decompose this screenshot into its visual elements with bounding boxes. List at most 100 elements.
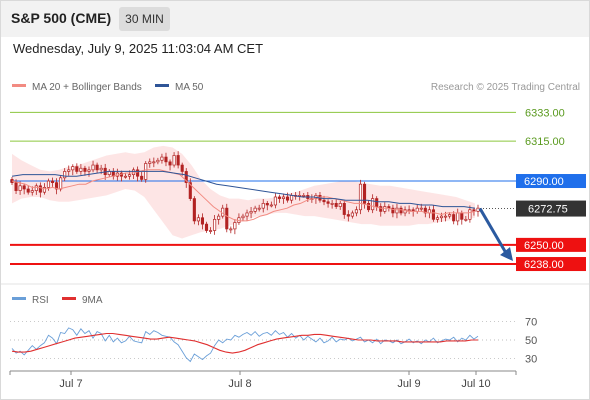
level-label-0: 6333.00 bbox=[525, 107, 565, 119]
candle-body bbox=[367, 203, 371, 211]
candle-body bbox=[67, 169, 71, 172]
ma50-legend-label: MA 50 bbox=[175, 82, 204, 93]
candle-body bbox=[95, 164, 99, 171]
candle-body bbox=[127, 174, 132, 177]
candle-body bbox=[63, 171, 67, 179]
candle-body bbox=[91, 164, 95, 171]
candle-body bbox=[330, 203, 334, 205]
candle-body bbox=[213, 218, 217, 231]
candle-body bbox=[452, 214, 456, 222]
candle-body bbox=[156, 159, 160, 163]
candle-body bbox=[423, 207, 427, 214]
candle-body bbox=[391, 207, 395, 214]
candle-body bbox=[269, 204, 273, 207]
x-tick-label: Jul 10 bbox=[461, 378, 490, 390]
candle-body bbox=[229, 228, 233, 231]
x-tick-label: Jul 7 bbox=[59, 378, 82, 390]
candle-body bbox=[38, 185, 42, 193]
rsi-legend-label: RSI bbox=[32, 295, 49, 306]
timestamp: Wednesday, July 9, 2025 11:03:04 AM CET bbox=[13, 41, 264, 56]
candle-body bbox=[233, 222, 237, 230]
candle-body bbox=[204, 223, 209, 231]
credit-text: Research © 2025 Trading Central bbox=[431, 82, 580, 93]
symbol-title: S&P 500 (CME) bbox=[11, 10, 112, 26]
rsi-line bbox=[11, 327, 479, 363]
candle-body bbox=[407, 209, 411, 212]
candle-body bbox=[375, 198, 379, 207]
candle-body bbox=[217, 215, 221, 220]
candle-body bbox=[160, 156, 164, 161]
candle-body bbox=[172, 155, 176, 166]
candle-body bbox=[350, 212, 354, 217]
candle-body bbox=[192, 198, 196, 222]
candle-body bbox=[18, 185, 22, 191]
candle-body bbox=[277, 196, 281, 199]
candle-body bbox=[99, 167, 103, 171]
candle-body bbox=[241, 215, 245, 219]
candle-body bbox=[180, 164, 184, 172]
candle-body bbox=[464, 218, 468, 221]
candle-body bbox=[444, 215, 448, 218]
candle-body bbox=[87, 169, 91, 172]
candle-body bbox=[379, 206, 383, 212]
ma50-legend-swatch bbox=[155, 84, 169, 87]
candle-body bbox=[200, 217, 205, 225]
candle-body bbox=[71, 166, 75, 171]
candle-body bbox=[354, 209, 358, 214]
ma20-legend-swatch bbox=[12, 84, 26, 87]
candle-body bbox=[22, 185, 26, 190]
ma20-line bbox=[11, 169, 476, 222]
candle-body bbox=[322, 199, 326, 203]
candle-body bbox=[34, 185, 38, 191]
candle-body bbox=[59, 177, 63, 190]
candle-body bbox=[196, 217, 200, 222]
candle-body bbox=[168, 161, 172, 166]
candle-body bbox=[383, 206, 387, 212]
rsi-tick-label: 70 bbox=[525, 316, 537, 328]
candle-body bbox=[435, 217, 440, 220]
current-price-label: 6272.75 bbox=[528, 204, 568, 216]
candle-body bbox=[460, 212, 464, 220]
candle-body bbox=[225, 207, 229, 230]
rsi-ma-line bbox=[11, 332, 478, 354]
candle-body bbox=[399, 207, 403, 214]
level-tag-4 bbox=[516, 257, 586, 272]
timeframe-button[interactable]: 30 MIN bbox=[119, 7, 170, 31]
candle-body bbox=[371, 198, 375, 211]
rsi-ma-legend-label: 9MA bbox=[82, 295, 103, 306]
candle-body bbox=[338, 203, 342, 207]
candle-body bbox=[148, 161, 152, 164]
candle-body bbox=[362, 183, 367, 204]
candle-body bbox=[140, 175, 144, 180]
header-bar: S&P 500 (CME) 30 MIN bbox=[0, 0, 590, 37]
candle-body bbox=[46, 180, 51, 188]
candle-body bbox=[50, 180, 55, 183]
candle-body bbox=[334, 203, 338, 207]
candle-body bbox=[42, 187, 46, 193]
candle-body bbox=[302, 195, 306, 197]
candle-body bbox=[273, 196, 277, 206]
rsi-tick-label: 30 bbox=[525, 354, 537, 366]
candle-body bbox=[468, 209, 472, 220]
candle-body bbox=[30, 190, 34, 193]
candle-body bbox=[79, 167, 83, 172]
x-axis: Jul 7 Jul 8 Jul 9 Jul 10 bbox=[9, 370, 517, 390]
candle-body bbox=[265, 203, 269, 206]
x-tick-label: Jul 9 bbox=[397, 378, 420, 390]
candle-body bbox=[431, 209, 435, 220]
level-tag-2 bbox=[516, 174, 586, 189]
candle-body bbox=[83, 167, 87, 172]
candle-body bbox=[448, 214, 452, 217]
candle-body bbox=[415, 207, 419, 212]
rsi-plot-area: 70 50 30 bbox=[10, 316, 537, 366]
candle-body bbox=[439, 215, 444, 219]
candle-body bbox=[136, 169, 140, 177]
level-label-4: 6238.00 bbox=[524, 259, 564, 271]
candle-body bbox=[176, 155, 180, 166]
candle-body bbox=[184, 171, 188, 183]
level-label-3: 6250.00 bbox=[524, 240, 564, 252]
candle-body bbox=[245, 212, 249, 217]
current-price-tag bbox=[516, 200, 586, 217]
ma50-line bbox=[11, 170, 476, 209]
